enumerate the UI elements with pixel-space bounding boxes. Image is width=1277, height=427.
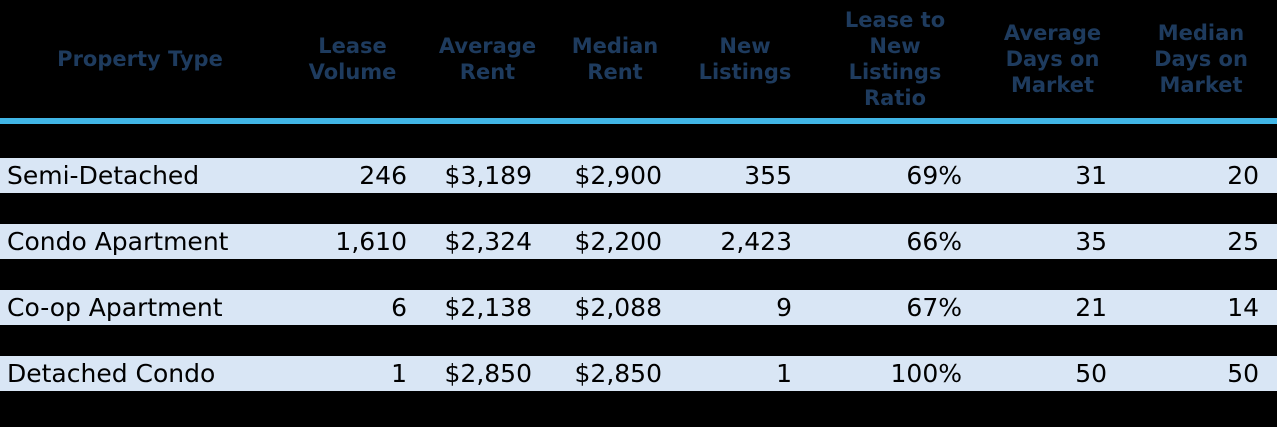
cell-property-type: Condo Apartment <box>7 227 229 256</box>
col-header-property-type: Property Type <box>57 47 223 71</box>
cell-lease-to-new-listings-ratio: 67% <box>906 293 962 322</box>
header-underline <box>0 118 1277 124</box>
cell-median-rent: $2,088 <box>574 293 662 322</box>
cell-median-days-on-market: 25 <box>1227 227 1259 256</box>
table-row-semi-detached: Semi-Detached 246 $3,189 $2,900 355 69% … <box>0 158 1277 193</box>
cell-average-rent: $3,189 <box>444 161 532 190</box>
cell-median-days-on-market: 50 <box>1227 359 1259 388</box>
col-header-average-rent: Average Rent <box>438 34 537 84</box>
col-header-median-days-on-market: Median Days on Market <box>1154 21 1248 97</box>
cell-new-listings: 9 <box>776 293 792 322</box>
cell-new-listings: 1 <box>776 359 792 388</box>
cell-property-type: Co-op Apartment <box>7 293 223 322</box>
cell-average-rent: $2,138 <box>444 293 532 322</box>
cell-median-rent: $2,200 <box>574 227 662 256</box>
cell-median-days-on-market: 20 <box>1227 161 1259 190</box>
cell-lease-to-new-listings-ratio: 100% <box>890 359 962 388</box>
cell-new-listings: 2,423 <box>720 227 792 256</box>
table-row-detached-condo: Detached Condo 1 $2,850 $2,850 1 100% 50… <box>0 356 1277 391</box>
cell-lease-volume: 1 <box>391 359 407 388</box>
cell-lease-volume: 246 <box>359 161 407 190</box>
table-row-condo-apartment: Condo Apartment 1,610 $2,324 $2,200 2,42… <box>0 224 1277 259</box>
cell-new-listings: 355 <box>744 161 792 190</box>
cell-lease-to-new-listings-ratio: 66% <box>906 227 962 256</box>
cell-lease-to-new-listings-ratio: 69% <box>906 161 962 190</box>
cell-average-days-on-market: 31 <box>1075 161 1107 190</box>
cell-average-days-on-market: 35 <box>1075 227 1107 256</box>
cell-property-type: Semi-Detached <box>7 161 200 190</box>
cell-average-rent: $2,850 <box>444 359 532 388</box>
col-header-average-days-on-market: Average Days on Market <box>1003 21 1102 97</box>
table-row-co-op-apartment: Co-op Apartment 6 $2,138 $2,088 9 67% 21… <box>0 290 1277 325</box>
col-header-median-rent: Median Rent <box>571 34 659 84</box>
cell-median-days-on-market: 14 <box>1227 293 1259 322</box>
col-header-lease-to-new-listings-ratio: Lease to New Listings Ratio <box>844 8 946 110</box>
cell-property-type: Detached Condo <box>7 359 216 388</box>
cell-average-days-on-market: 21 <box>1075 293 1107 322</box>
cell-average-rent: $2,324 <box>444 227 532 256</box>
cell-average-days-on-market: 50 <box>1075 359 1107 388</box>
cell-lease-volume: 6 <box>391 293 407 322</box>
cell-median-rent: $2,900 <box>574 161 662 190</box>
col-header-lease-volume: Lease Volume <box>308 34 397 84</box>
table-header-row: Property Type Lease Volume Average Rent … <box>0 0 1277 118</box>
col-header-new-listings: New Listings <box>698 34 792 84</box>
cell-median-rent: $2,850 <box>574 359 662 388</box>
cell-lease-volume: 1,610 <box>335 227 407 256</box>
